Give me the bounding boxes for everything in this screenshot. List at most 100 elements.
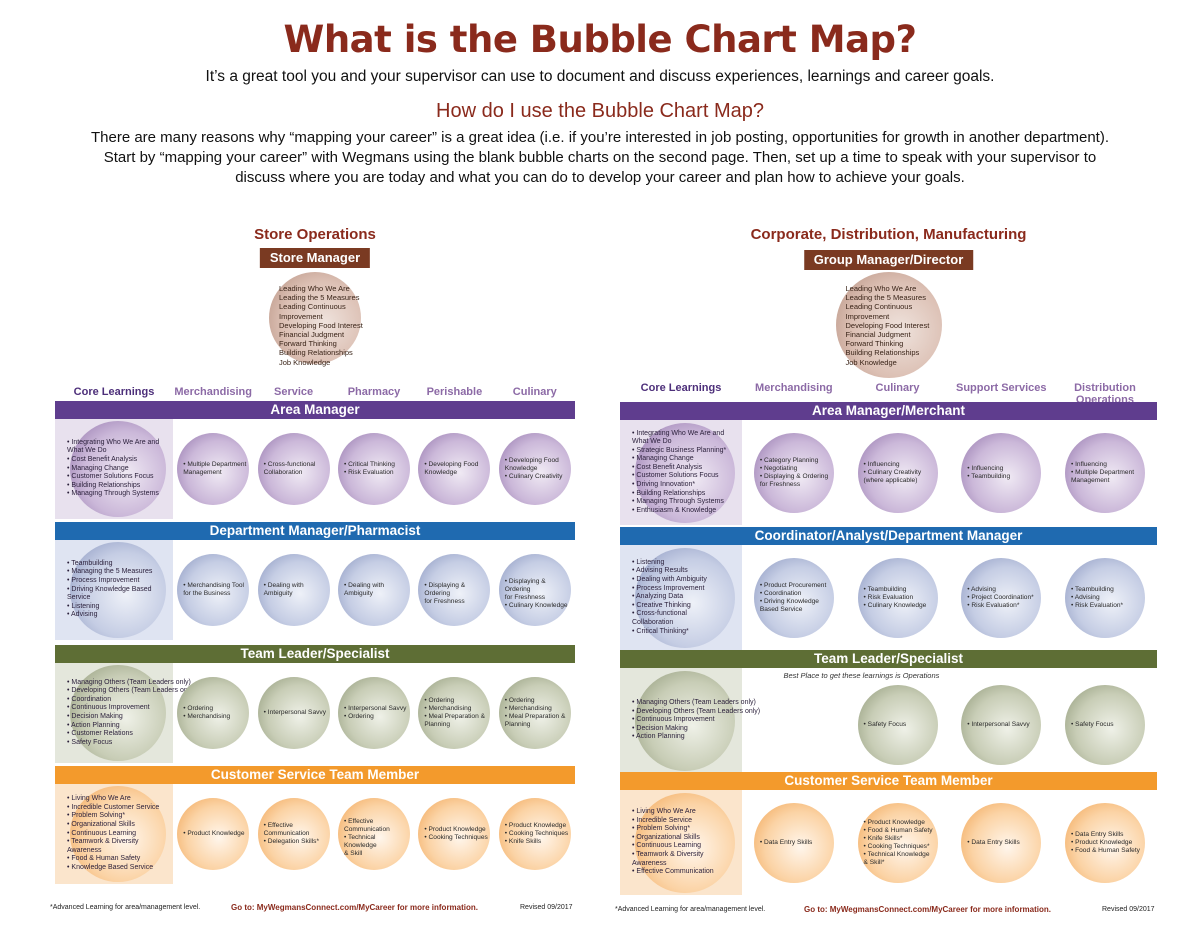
- skill-list: • Teambuilding • Advising • Risk Evaluatio…: [1071, 586, 1143, 610]
- corporate-panel: Corporate, Distribution, Manufacturing Gr…: [615, 220, 1157, 920]
- text-line: • Teamwork & Diversity: [632, 851, 704, 859]
- text-line: • Decision Making: [67, 712, 123, 720]
- text-line: • Teambuilding: [863, 585, 907, 593]
- more-info-link[interactable]: Go to: MyWegmansConnect.com/MyCareer for…: [804, 905, 1051, 914]
- page-subtitle: It’s a great tool you and your superviso…: [205, 68, 995, 85]
- text-line: • Product Knowledge: [504, 822, 567, 829]
- skill-bubble: [177, 798, 250, 870]
- intro-paragraph: There are many reasons why “mapping your…: [60, 128, 1140, 188]
- text-line: • Interpersonal Savvy: [344, 705, 407, 712]
- column-header: Core Learnings: [640, 382, 722, 394]
- text-line: • Product Knowledge: [1070, 838, 1133, 846]
- skill-list: • Displaying & Ordering for Freshness: [424, 582, 488, 606]
- text-line: • Culinary Creativity: [504, 473, 563, 480]
- core-learnings-bubble: [70, 786, 166, 882]
- text-line: • Safety Focus: [1070, 720, 1114, 728]
- text-line: • Product Knowledge: [183, 830, 245, 837]
- top-role-badge: Group Manager/Director: [803, 250, 974, 270]
- text-line: • Action Planning: [67, 721, 120, 729]
- text-line: • Analyzing Data: [632, 593, 684, 601]
- skill-bubble: [498, 798, 571, 870]
- skill-bubble: [177, 433, 250, 505]
- text-line: Collaboration: [632, 618, 674, 626]
- skill-bubble: [498, 554, 571, 626]
- text-line: • Managing Through Systems: [67, 490, 159, 498]
- text-line: • Developing Food: [504, 457, 559, 464]
- core-learnings-list: • Integrating Who We Are and What We Do • …: [67, 439, 205, 499]
- intro-line: There are many reasons why “mapping your…: [90, 129, 1110, 146]
- skill-bubble: [1064, 802, 1145, 883]
- text-line: What We Do: [67, 447, 107, 455]
- core-learnings-bubble: [70, 421, 166, 517]
- skill-list: • Multiple Department Management: [183, 461, 247, 477]
- text-line: Improvement: [279, 311, 323, 321]
- text-line: Forward Thinking: [845, 339, 904, 349]
- text-line: • Cross-functional: [632, 610, 687, 618]
- text-line: • Meal Preparation &: [424, 713, 485, 720]
- text-line: • Knife Skills*: [863, 834, 903, 842]
- core-learnings-list: • Integrating Who We Are and What We Do • …: [632, 430, 774, 516]
- text-line: • Technical Knowledge: [863, 850, 930, 858]
- text-line: Financial Judgment: [279, 330, 345, 340]
- text-line: • Critical Thinking: [344, 461, 395, 468]
- section-title: Store Operations: [254, 226, 376, 243]
- text-line: • Organizational Skills: [632, 833, 700, 841]
- core-learnings-list: • Managing Others (Team Leaders only) • D…: [632, 699, 774, 742]
- text-line: Leading Continuous: [279, 302, 346, 312]
- skill-list: • Product Knowledge • Food & Human Safety…: [864, 819, 936, 867]
- text-line: & Skill: [344, 850, 363, 857]
- skill-list: • Interpersonal Savvy: [967, 721, 1039, 729]
- skill-list: • Cross-functional Collaboration: [264, 461, 328, 477]
- text-line: Planning: [424, 721, 451, 728]
- text-line: • Managing Others (Team Leaders only): [632, 699, 756, 706]
- core-learnings-bubble: [635, 422, 735, 523]
- text-line: Planning: [504, 721, 531, 728]
- skill-bubble: [753, 432, 834, 513]
- skill-list: • Category Planning • Negotiating • Displa…: [760, 457, 832, 489]
- skill-bubble: [961, 684, 1042, 765]
- text-line: • Living Who We Are: [632, 808, 696, 816]
- text-line: • Customer Solutions Focus: [67, 473, 154, 481]
- skill-bubble: [338, 798, 410, 870]
- text-line: • Multiple Department: [1070, 468, 1135, 476]
- skill-list: • Interpersonal Savvy: [264, 709, 328, 717]
- text-line: • Strategic Business Planning*: [632, 446, 727, 454]
- text-line: • Delegation Skills*: [263, 838, 320, 845]
- text-line: • Advising: [967, 585, 996, 593]
- page-title: What is the Bubble Chart Map?: [283, 18, 917, 61]
- text-line: Management: [1070, 476, 1110, 484]
- text-line: • Food & Human Safety: [863, 826, 933, 834]
- text-line: • Coordination: [759, 589, 802, 597]
- skill-list: • Data Entry Skills: [967, 839, 1039, 847]
- text-line: • Integrating Who We Are and: [632, 429, 725, 437]
- text-line: • Driving Knowledge: [759, 597, 819, 605]
- skill-list: • Product Knowledge • Cooking Techniques •…: [505, 822, 569, 846]
- skill-bubble: [498, 677, 571, 749]
- text-line: Based Service: [759, 605, 803, 613]
- text-line: • Managing Change: [632, 455, 694, 463]
- skill-bubble: [857, 557, 938, 638]
- text-line: • Living Who We Are: [67, 795, 131, 803]
- text-line: • Product Knowledge: [863, 818, 925, 826]
- text-line: for Freshness: [759, 480, 801, 488]
- text-line: Improvement: [845, 311, 890, 321]
- text-line: • Project Coordination*: [967, 593, 1034, 601]
- text-line: • Ordering: [183, 705, 213, 712]
- more-info-link[interactable]: Go to: MyWegmansConnect.com/MyCareer for…: [231, 903, 478, 912]
- text-line: Building Relationships: [845, 348, 920, 358]
- text-line: • Enthusiasm & Knowledge: [632, 506, 717, 514]
- text-line: • Data Entry Skills: [1070, 830, 1124, 838]
- text-line: • Interpersonal Savvy: [967, 720, 1030, 728]
- core-learnings-list: • Teambuilding • Managing the 5 Measures •…: [67, 560, 205, 620]
- text-line: Knowledge: [424, 469, 458, 476]
- skill-bubble: [257, 554, 330, 626]
- text-line: • Listening: [632, 558, 665, 566]
- text-line: • Negotiating: [759, 464, 798, 472]
- text-line: • Cooking Techniques: [424, 834, 488, 841]
- column-header: Merchandising: [174, 386, 252, 398]
- text-line: • Organizational Skills: [67, 821, 135, 829]
- role-band: Team Leader/Specialist: [55, 645, 575, 663]
- text-line: • Data Entry Skills: [759, 838, 813, 846]
- text-line: • Dealing with Ambiguity: [632, 575, 707, 583]
- text-line: • Category Planning: [759, 456, 819, 464]
